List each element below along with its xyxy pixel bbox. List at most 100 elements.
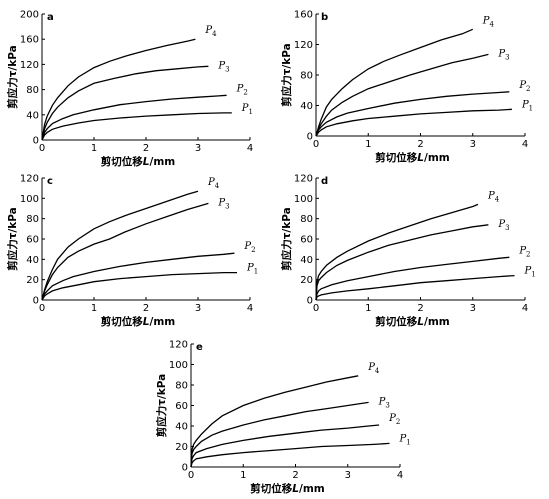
x-tick-label: 3: [195, 303, 201, 314]
x-axis-label-unit: /mm: [149, 156, 175, 168]
series-label-p4: P4: [207, 177, 220, 190]
panel-c: 0 20 40 60 80 100 120 0 1 2 3 4 c 剪切位移L/mm 剪应力τ/kPa P4 P…: [6, 174, 258, 329]
y-tick-label: 20: [175, 442, 188, 453]
series-line-p3: [190, 401, 369, 468]
x-tick-label: 1: [240, 470, 246, 481]
series-label-p1: P1: [521, 99, 533, 112]
x-tick-label: 2: [417, 139, 423, 150]
y-tick-label: 0: [307, 132, 313, 143]
x-axis-label-var: L: [292, 483, 299, 495]
x-axis-label-text: 剪切位移: [375, 151, 417, 164]
x-tick-label: 2: [143, 303, 149, 314]
x-axis-label: 剪切位移L/mm: [250, 482, 324, 495]
panel-e: 0 20 40 60 80 100 120 0 1 2 3 4 e 剪切位移L/mm 剪应力τ/kPa P4 P…: [155, 340, 411, 496]
x-tick-label: 4: [247, 303, 253, 314]
x-tick-label: 3: [195, 143, 201, 154]
x-axis-label-var: L: [143, 156, 150, 168]
panel-label: c: [47, 176, 53, 187]
series-line-p2: [315, 91, 510, 137]
series-label-p1: P1: [399, 433, 411, 446]
series-label-p4: P4: [487, 190, 500, 203]
x-axis-label-unit: /mm: [299, 483, 325, 495]
x-axis-label-unit: /mm: [424, 152, 450, 164]
x-tick-label: 4: [397, 470, 403, 481]
series-line-p4: [315, 203, 479, 301]
x-tick-label: 0: [313, 303, 319, 314]
series-line-p4: [41, 190, 199, 301]
y-tick-label: 20: [300, 275, 313, 286]
y-tick-label: 40: [175, 422, 188, 433]
y-tick-label: 80: [300, 71, 313, 82]
series-label-p4: P4: [367, 362, 380, 375]
series-label-p3: P3: [217, 197, 229, 210]
series-line-p3: [315, 53, 489, 137]
y-axis-label: 剪应力τ/kPa: [6, 207, 19, 271]
x-axis-label-unit: /mm: [424, 316, 450, 328]
x-axis-label-text: 剪切位移: [250, 482, 292, 495]
x-tick-label: 2: [143, 143, 149, 154]
x-tick-label: 2: [417, 303, 423, 314]
panel-label: d: [321, 176, 328, 187]
x-tick-label: 4: [247, 143, 253, 154]
x-tick-label: 2: [292, 470, 298, 481]
x-axis-label-text: 剪切位移: [101, 155, 143, 168]
x-tick-label: 1: [365, 303, 371, 314]
x-tick-label: 0: [39, 143, 45, 154]
x-tick-label: 0: [188, 470, 194, 481]
y-axis-label: 剪应力τ/kPa: [280, 43, 293, 107]
series-label-p2: P2: [518, 80, 530, 93]
panel-d: 0 20 40 60 80 100 120 0 1 2 3 4 d 剪切位移L/mm 剪应力τ/kPa P4 P…: [280, 174, 536, 329]
y-tick-label: 160: [294, 10, 313, 21]
x-tick-label: 1: [91, 143, 97, 154]
panel-label: a: [47, 12, 54, 23]
series-label-p2: P2: [518, 245, 530, 258]
y-tick-label: 120: [169, 340, 188, 351]
series-line-p2: [41, 252, 235, 301]
y-tick-label: 120: [294, 174, 313, 185]
series-line-p1: [41, 112, 232, 141]
y-tick-label: 0: [307, 296, 313, 307]
x-tick-label: 4: [522, 303, 528, 314]
y-tick-label: 120: [294, 40, 313, 51]
y-tick-label: 60: [26, 235, 39, 246]
y-axis-label: 剪应力τ/kPa: [155, 374, 168, 438]
series-label-p4: P4: [482, 15, 495, 28]
series-line-p1: [190, 442, 390, 468]
x-tick-label: 1: [365, 139, 371, 150]
x-axis-label-var: L: [417, 152, 424, 164]
x-axis-label-text: 剪切位移: [101, 315, 143, 328]
series-line-p4: [41, 38, 196, 141]
series-line-p1: [41, 271, 237, 301]
series-line-p3: [41, 202, 209, 301]
x-tick-label: 0: [313, 139, 319, 150]
series-label-p3: P3: [497, 219, 509, 232]
y-tick-label: 40: [300, 101, 313, 112]
x-tick-label: 0: [39, 303, 45, 314]
x-axis-label-var: L: [417, 316, 424, 328]
series-line-p2: [190, 424, 380, 468]
series-line-p4: [315, 28, 474, 137]
y-tick-label: 160: [20, 35, 39, 46]
y-tick-label: 40: [300, 255, 313, 266]
panel-b: 0 40 80 120 160 0 1 2 3 4 b 剪切位移L/mm 剪应力τ/kPa P4 P3 P2 P…: [280, 10, 533, 165]
x-tick-label: 4: [522, 139, 528, 150]
y-tick-label: 100: [294, 194, 313, 205]
y-tick-label: 20: [26, 275, 39, 286]
panel-label: b: [321, 12, 328, 23]
x-axis-label: 剪切位移L/mm: [101, 155, 175, 168]
x-axis-label-text: 剪切位移: [375, 315, 417, 328]
series-label-p1: P1: [241, 103, 253, 116]
y-tick-label: 60: [175, 401, 188, 412]
y-tick-label: 100: [169, 360, 188, 371]
series-label-p4: P4: [204, 25, 217, 38]
series-label-p3: P3: [217, 60, 229, 73]
y-tick-label: 40: [26, 255, 39, 266]
y-tick-label: 0: [33, 136, 39, 147]
y-tick-label: 200: [20, 10, 39, 21]
y-tick-label: 0: [33, 296, 39, 307]
series-line-p4: [190, 375, 359, 468]
series-label-p3: P3: [497, 48, 509, 61]
y-tick-label: 120: [20, 60, 39, 71]
series-label-p1: P1: [246, 263, 258, 276]
